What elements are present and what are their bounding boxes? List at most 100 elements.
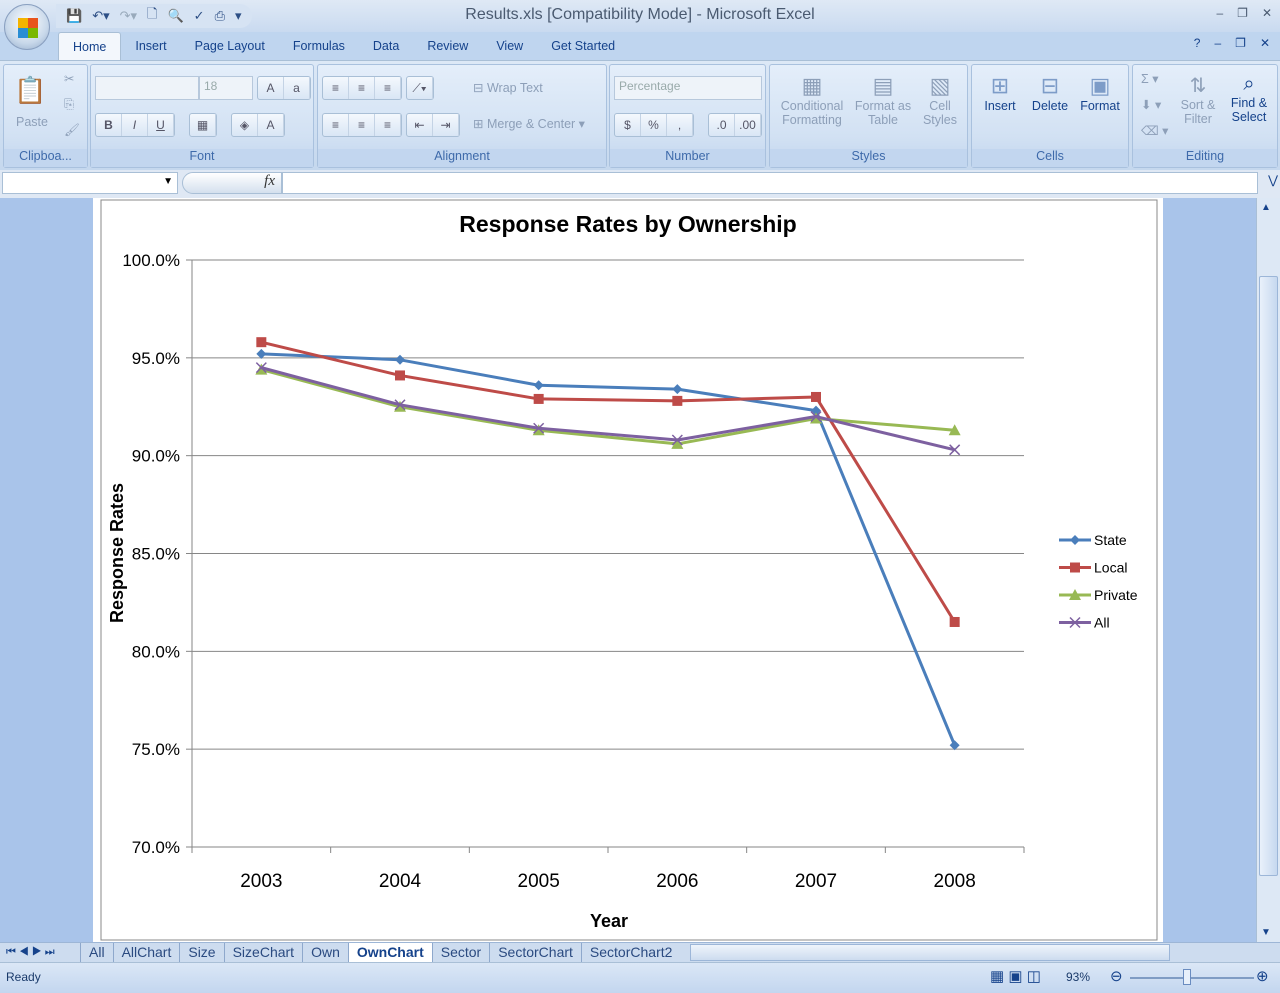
font-name-select[interactable]: [95, 76, 199, 100]
format-painter-icon[interactable]: 🖌: [64, 123, 80, 137]
format-as-table-button[interactable]: ▤ Format as Table: [852, 73, 914, 127]
print-preview-icon[interactable]: 🔍: [167, 8, 184, 23]
underline-button[interactable]: U: [148, 114, 174, 136]
wb-close-icon[interactable]: ✕: [1259, 36, 1270, 50]
font-size-select[interactable]: 18: [199, 76, 253, 100]
minimize-icon[interactable]: –: [1216, 6, 1224, 20]
spelling-icon[interactable]: ✓: [193, 8, 205, 23]
customize-qat-icon[interactable]: ▾: [234, 8, 242, 23]
font-color-icon[interactable]: A: [258, 114, 284, 136]
chart-area[interactable]: Response Rates by Ownership Year Respons…: [93, 198, 1163, 942]
center-icon[interactable]: ≡: [349, 114, 375, 136]
sheet-tab-size[interactable]: Size: [179, 943, 223, 962]
decrease-decimal-icon[interactable]: .00: [735, 114, 761, 136]
vertical-scroll-thumb[interactable]: [1259, 276, 1278, 876]
conditional-formatting-button[interactable]: ▦ Conditional Formatting: [774, 73, 850, 127]
copy-icon[interactable]: ⎘: [64, 97, 75, 111]
comma-button[interactable]: ,: [667, 114, 693, 136]
normal-view-icon[interactable]: ▦: [990, 968, 1005, 985]
delete-cells-button[interactable]: ⊟ Delete: [1028, 73, 1072, 113]
expand-formula-bar-icon[interactable]: ⋁: [1268, 173, 1278, 187]
tab-page-layout[interactable]: Page Layout: [194, 39, 265, 53]
save-icon[interactable]: 💾: [66, 8, 83, 23]
sheet-tab-all[interactable]: All: [80, 943, 113, 962]
name-box-dropdown-icon[interactable]: ▼: [163, 176, 173, 187]
close-icon[interactable]: ✕: [1261, 6, 1272, 20]
vertical-scrollbar[interactable]: ▲ ▼: [1256, 198, 1280, 942]
wrap-text-button[interactable]: ⊟ Wrap Text: [473, 81, 543, 95]
increase-indent-icon[interactable]: ⇥: [433, 114, 459, 136]
sheet-tab-ownchart[interactable]: OwnChart: [347, 943, 432, 962]
tab-data[interactable]: Data: [372, 39, 400, 53]
sort-filter-button[interactable]: ⇅ Sort & Filter: [1175, 73, 1221, 126]
cut-icon[interactable]: ✂: [64, 72, 75, 86]
align-left-icon[interactable]: ≡: [323, 114, 349, 136]
find-select-button[interactable]: ⌕ Find & Select: [1225, 73, 1273, 124]
number-format-select[interactable]: Percentage: [614, 76, 762, 100]
clear-icon[interactable]: ⌫ ▾: [1141, 124, 1169, 138]
restore-icon[interactable]: ❐: [1237, 6, 1248, 20]
tab-home[interactable]: Home: [58, 32, 122, 60]
data-point: [256, 337, 267, 348]
x-tick-label: 2008: [934, 871, 976, 892]
conditional-formatting-icon: ▦: [801, 73, 823, 98]
redo-icon[interactable]: ↷▾: [119, 8, 138, 23]
cell-styles-button[interactable]: ▧ Cell Styles: [916, 73, 964, 127]
scroll-up-icon[interactable]: ▲: [1261, 202, 1271, 213]
format-cells-button[interactable]: ▣ Format: [1076, 73, 1124, 113]
help-icon[interactable]: ?: [1193, 36, 1201, 50]
insert-function-button[interactable]: fx: [182, 172, 282, 194]
sheet-tab-own[interactable]: Own: [302, 943, 348, 962]
formula-input[interactable]: [282, 172, 1258, 194]
paste-button[interactable]: Paste: [16, 115, 48, 129]
office-button[interactable]: [4, 4, 50, 50]
align-right-icon[interactable]: ≡: [375, 114, 401, 136]
y-axis-title: Response Rates: [107, 483, 127, 623]
tab-formulas[interactable]: Formulas: [292, 39, 345, 53]
name-box[interactable]: ▼: [2, 172, 178, 194]
undo-icon[interactable]: ↶▾: [92, 8, 110, 23]
new-icon[interactable]: 🗋: [147, 6, 158, 21]
sheet-tab-allchart[interactable]: AllChart: [112, 943, 180, 962]
zoom-slider[interactable]: [1130, 977, 1254, 979]
sheet-nav-arrows-icon[interactable]: ⏮ ◀ ▶ ⏭: [6, 946, 55, 958]
grow-font-button[interactable]: A: [258, 77, 284, 99]
zoom-out-icon[interactable]: ⊖: [1110, 968, 1123, 985]
zoom-level[interactable]: 93%: [1066, 970, 1091, 984]
quick-print-icon[interactable]: ⎙: [214, 8, 225, 23]
tab-get-started[interactable]: Get Started: [551, 39, 616, 53]
autosum-icon[interactable]: Σ ▾: [1141, 72, 1159, 86]
fill-icon[interactable]: ⬇ ▾: [1141, 98, 1162, 112]
fill-color-icon[interactable]: ◈: [232, 114, 258, 136]
sheet-tab-sectorchart2[interactable]: SectorChart2: [580, 943, 680, 962]
scroll-down-icon[interactable]: ▼: [1261, 927, 1271, 938]
middle-align-icon[interactable]: ≡: [349, 77, 375, 99]
page-layout-view-icon[interactable]: ▣: [1008, 968, 1023, 985]
merge-center-button[interactable]: ⊞ Merge & Center ▾: [473, 117, 585, 131]
sheet-tab-sectorchart[interactable]: SectorChart: [489, 943, 581, 962]
tab-view[interactable]: View: [496, 39, 524, 53]
sheet-tab-sector[interactable]: Sector: [431, 943, 489, 962]
orientation-button[interactable]: ⟋▾: [406, 76, 434, 100]
zoom-slider-thumb[interactable]: [1183, 969, 1192, 985]
wb-restore-icon[interactable]: ❐: [1235, 36, 1246, 50]
bottom-align-icon[interactable]: ≡: [375, 77, 401, 99]
increase-decimal-icon[interactable]: .0: [709, 114, 735, 136]
borders-button[interactable]: ▦: [189, 113, 217, 137]
wb-minimize-icon[interactable]: –: [1214, 36, 1222, 50]
top-align-icon[interactable]: ≡: [323, 77, 349, 99]
sheet-tab-sizechart[interactable]: SizeChart: [223, 943, 302, 962]
shrink-font-button[interactable]: a: [284, 77, 310, 99]
insert-cells-button[interactable]: ⊞ Insert: [978, 73, 1022, 113]
bold-button[interactable]: B: [96, 114, 122, 136]
page-break-view-icon[interactable]: ◫: [1026, 968, 1041, 985]
decrease-indent-icon[interactable]: ⇤: [407, 114, 433, 136]
horizontal-scrollbar[interactable]: [690, 944, 1171, 961]
italic-button[interactable]: I: [122, 114, 148, 136]
tab-review[interactable]: Review: [427, 39, 469, 53]
currency-button[interactable]: $: [615, 114, 641, 136]
percent-button[interactable]: %: [641, 114, 667, 136]
zoom-in-icon[interactable]: ⊕: [1256, 968, 1269, 985]
tab-insert[interactable]: Insert: [135, 39, 167, 53]
